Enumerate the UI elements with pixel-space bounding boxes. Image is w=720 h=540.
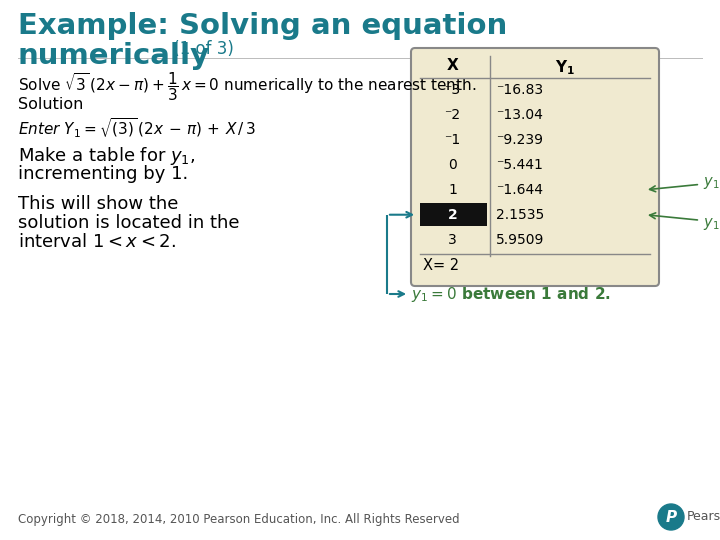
Text: ⁻16.83: ⁻16.83	[496, 83, 543, 97]
Text: X= 2: X= 2	[423, 258, 459, 273]
Text: ⁻5.441: ⁻5.441	[496, 158, 543, 172]
Text: 2.1535: 2.1535	[496, 208, 544, 222]
Text: $y_1 > 0$: $y_1 > 0$	[649, 213, 720, 232]
Text: $y_1 < 0$: $y_1 < 0$	[649, 172, 720, 192]
Circle shape	[658, 504, 684, 530]
Text: $y_1 = 0$ between 1 and 2.: $y_1 = 0$ between 1 and 2.	[411, 285, 611, 303]
Text: Enter $Y_1 = \sqrt{(3)}\,(2x\,-\,\pi)\,+\,X\,/\,3$: Enter $Y_1 = \sqrt{(3)}\,(2x\,-\,\pi)\,+…	[18, 116, 256, 140]
Text: ⁻13.04: ⁻13.04	[496, 109, 543, 122]
Text: numerically: numerically	[18, 42, 210, 70]
Text: ⁻1.644: ⁻1.644	[496, 183, 543, 197]
Text: 5.9509: 5.9509	[496, 233, 544, 247]
Text: interval $1 < x < 2$.: interval $1 < x < 2$.	[18, 233, 176, 251]
Text: solution is located in the: solution is located in the	[18, 214, 240, 232]
Text: P: P	[665, 510, 677, 524]
FancyBboxPatch shape	[411, 48, 659, 286]
Text: Solve $\sqrt{3}\,(2x-\pi)+\dfrac{1}{3}\,x=0$ numerically to the nearest tenth.: Solve $\sqrt{3}\,(2x-\pi)+\dfrac{1}{3}\,…	[18, 70, 477, 103]
Text: X: X	[446, 58, 459, 73]
Text: Copyright © 2018, 2014, 2010 Pearson Education, Inc. All Rights Reserved: Copyright © 2018, 2014, 2010 Pearson Edu…	[18, 513, 459, 526]
Text: Make a table for $y_1$,: Make a table for $y_1$,	[18, 145, 196, 167]
Text: (1 of 3): (1 of 3)	[168, 40, 234, 58]
Text: ⁻9.239: ⁻9.239	[496, 133, 543, 147]
Text: 1: 1	[448, 183, 457, 197]
Text: incrementing by 1.: incrementing by 1.	[18, 165, 188, 183]
Text: Solution: Solution	[18, 97, 84, 112]
Text: Pearson: Pearson	[687, 510, 720, 523]
Text: 2: 2	[448, 208, 457, 222]
Text: ⁻3: ⁻3	[444, 83, 461, 97]
Text: 0: 0	[448, 158, 457, 172]
Text: ⁻1: ⁻1	[444, 133, 461, 147]
Text: ⁻2: ⁻2	[444, 109, 461, 122]
Text: This will show the: This will show the	[18, 195, 179, 213]
Text: 3: 3	[448, 233, 457, 247]
Text: Y$_\mathbf{1}$: Y$_\mathbf{1}$	[555, 58, 575, 77]
Bar	[420, 203, 487, 226]
Text: Example: Solving an equation: Example: Solving an equation	[18, 12, 508, 40]
